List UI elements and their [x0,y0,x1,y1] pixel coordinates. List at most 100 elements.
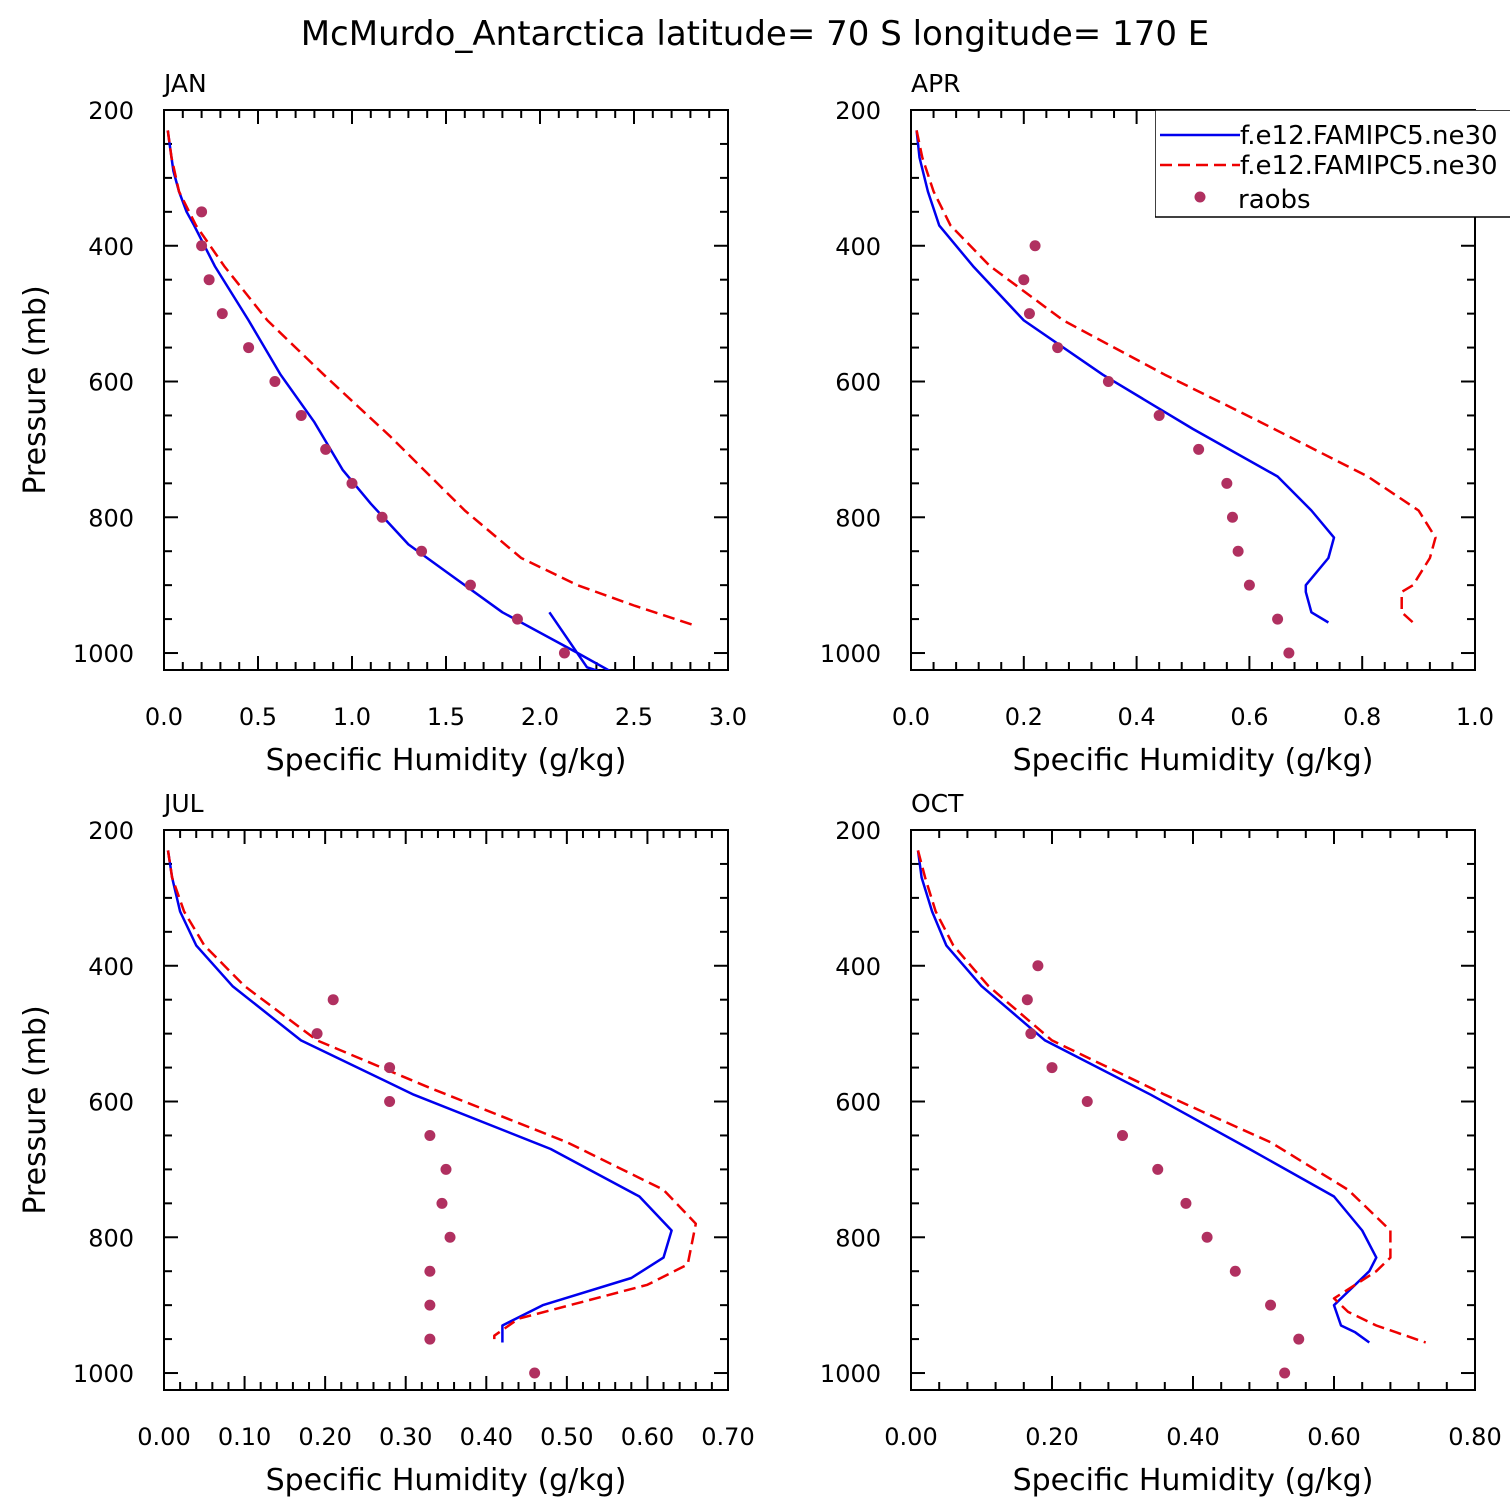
y-tick-label: 1000 [73,640,134,668]
panel-label: OCT [911,789,964,818]
y-tick-label: 800 [835,1224,881,1252]
x-axis-label: Specific Humidity (g/kg) [266,1463,627,1498]
raobs-point [1021,994,1033,1006]
raobs-point [346,477,358,489]
raobs-point [384,1096,396,1108]
x-tick-label: 0.6 [1230,703,1268,731]
raobs-point [1117,1129,1128,1141]
legend-label: f.e12.FAMIPC5.ne30 [1240,121,1498,151]
raobs-point [1229,1265,1241,1277]
y-tick-label: 200 [835,817,881,845]
series-group [915,130,1437,659]
raobs-point [1201,1231,1213,1243]
raobs-point [327,994,339,1006]
raobs-point [216,308,228,320]
panel-jul: 0.00 0.10 0.20 0.30 0.40 0.50 0.60 0.70 200 400 60… [18,789,755,1498]
raobs-point [243,342,255,354]
raobs-point [1193,443,1205,455]
legend-label: f.e12.FAMIPC5.ne30 [1240,151,1498,181]
raobs-point [436,1197,448,1209]
x-tick-label: 0.50 [540,1423,593,1451]
raobs-point [1221,477,1233,489]
raobs-point [269,376,281,388]
raobs-point [1283,647,1295,659]
x-tick-label: 1.0 [333,703,371,731]
legend-frame [1155,110,1510,218]
panel-label: JAN [162,69,207,98]
raobs-point [1293,1333,1305,1345]
x-tick-label: 0.60 [621,1423,674,1451]
raobs-point [416,545,428,557]
raobs-point [1265,1299,1277,1311]
raobs-point [203,274,215,286]
plot-frame [163,829,729,1391]
plot-frame [910,829,1476,1391]
y-tick-label: 400 [835,953,881,981]
raobs-point [1243,579,1255,591]
y-axis-label: Pressure (mb) [18,285,53,494]
model-solid-line [166,850,673,1343]
y-tick-label: 600 [88,1089,134,1117]
raobs-point [1152,1163,1164,1175]
x-axis-label: Specific Humidity (g/kg) [266,743,627,778]
x-tick-label: 0.20 [1025,1423,1078,1451]
raobs-point [295,409,307,421]
x-tick-label: 0.40 [1166,1423,1219,1451]
panels-group: 0.0 0.5 1.0 1.5 2.0 2.5 3.0 200 400 600 800 1000 JAN… [18,69,1502,1498]
model-dashed-line [166,130,697,628]
x-tick-label: 0.5 [239,703,277,731]
model-solid-line [166,130,611,670]
raobs-point [511,613,523,625]
y-tick-label: 800 [88,1224,134,1252]
y-axis-label: Pressure (mb) [18,1005,53,1214]
panel-label: APR [911,69,961,98]
x-tick-label: 0.2 [1005,703,1043,731]
x-tick-label: 0.20 [298,1423,351,1451]
raobs-point [1232,545,1244,557]
panel-label: JUL [162,789,204,818]
raobs-point [196,206,208,218]
model-solid-line [915,130,1336,624]
x-tick-label: 1.0 [1456,703,1494,731]
raobs-point [424,1333,436,1345]
raobs-point [1279,1367,1291,1379]
model-solid-line [916,850,1378,1344]
model-dashed-line [916,850,1427,1344]
x-tick-label: 2.0 [521,703,559,731]
raobs-point [376,511,388,523]
raobs-point [529,1367,541,1379]
y-tick-label: 1000 [820,640,881,668]
raobs-point [1153,409,1165,421]
raobs-point [320,443,332,455]
x-tick-label: 0.80 [1448,1423,1501,1451]
raobs-point [196,240,208,252]
y-tick-label: 800 [835,504,881,532]
x-tick-label: 1.5 [427,703,465,731]
raobs-point [1272,613,1284,625]
raobs-point [1046,1062,1058,1074]
y-tick-label: 400 [88,233,134,261]
x-axis-label: Specific Humidity (g/kg) [1013,1463,1374,1498]
y-tick-label: 200 [88,97,134,125]
raobs-point [384,1062,396,1074]
model-dashed-line [915,130,1437,624]
raobs-point [311,1028,323,1040]
x-tick-label: 0.30 [379,1423,432,1451]
y-tick-label: 800 [88,504,134,532]
raobs-point [1180,1197,1192,1209]
raobs-point [1052,342,1064,354]
x-tick-label: 0.0 [892,703,930,731]
y-tick-label: 1000 [820,1360,881,1388]
y-tick-label: 200 [835,97,881,125]
y-tick-label: 400 [835,233,881,261]
x-tick-label: 0.0 [145,703,183,731]
raobs-point [1023,308,1035,320]
x-tick-label: 0.8 [1343,703,1381,731]
y-tick-label: 600 [835,369,881,397]
legend-marker-dot [1194,191,1206,203]
raobs-point [440,1163,452,1175]
panel-oct: 0.00 0.20 0.40 0.60 0.80 200 400 600 800 1000 OCT S… [820,789,1502,1498]
